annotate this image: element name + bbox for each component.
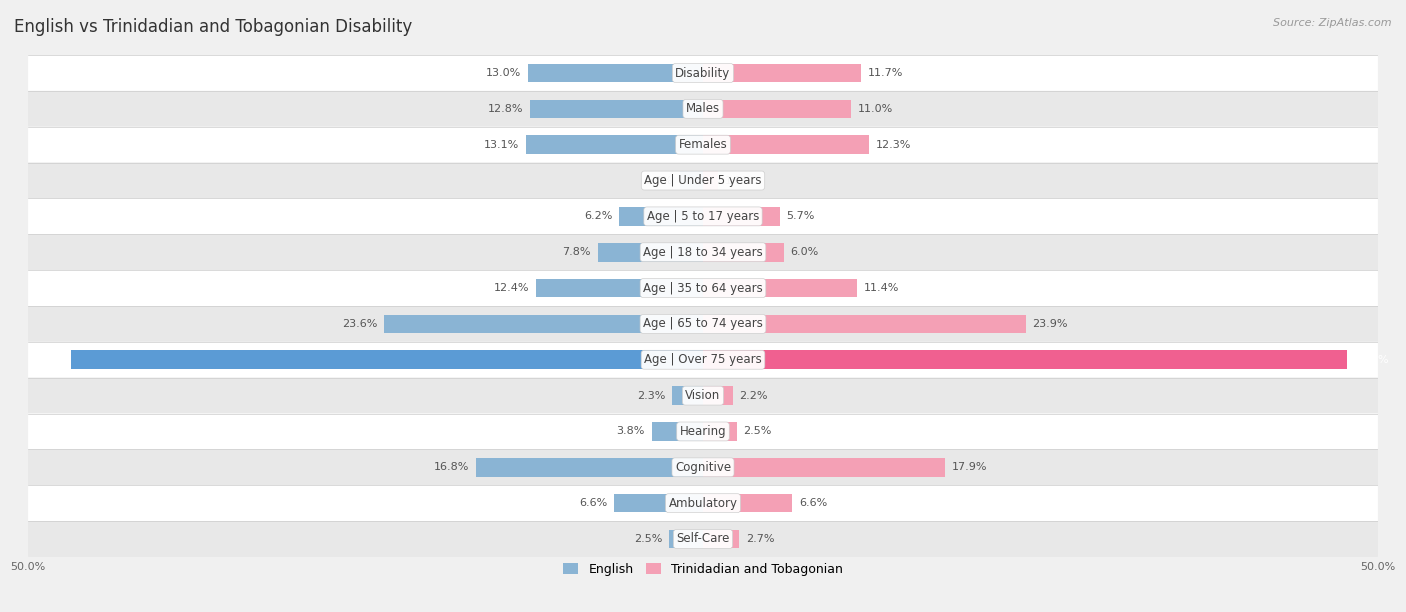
Text: 12.3%: 12.3% bbox=[876, 140, 911, 150]
Text: 2.3%: 2.3% bbox=[637, 390, 665, 401]
Text: 23.9%: 23.9% bbox=[1032, 319, 1067, 329]
FancyBboxPatch shape bbox=[28, 127, 1378, 163]
FancyBboxPatch shape bbox=[28, 91, 1378, 127]
Text: Age | 5 to 17 years: Age | 5 to 17 years bbox=[647, 210, 759, 223]
Bar bbox=[672, 386, 703, 405]
Bar bbox=[703, 207, 780, 226]
Bar bbox=[614, 494, 703, 512]
Bar bbox=[669, 529, 703, 548]
Text: 11.4%: 11.4% bbox=[863, 283, 898, 293]
Text: Age | Over 75 years: Age | Over 75 years bbox=[644, 353, 762, 366]
Text: 1.7%: 1.7% bbox=[645, 176, 673, 185]
FancyBboxPatch shape bbox=[28, 342, 1378, 378]
Text: 6.6%: 6.6% bbox=[579, 498, 607, 508]
Bar bbox=[384, 315, 703, 334]
FancyBboxPatch shape bbox=[28, 234, 1378, 270]
FancyBboxPatch shape bbox=[28, 163, 1378, 198]
Text: 17.9%: 17.9% bbox=[952, 462, 987, 472]
Text: Cognitive: Cognitive bbox=[675, 461, 731, 474]
Bar bbox=[619, 207, 703, 226]
Text: 2.5%: 2.5% bbox=[634, 534, 662, 544]
Text: 12.8%: 12.8% bbox=[488, 104, 523, 114]
Bar bbox=[652, 422, 703, 441]
Text: 6.6%: 6.6% bbox=[799, 498, 827, 508]
Text: Age | 35 to 64 years: Age | 35 to 64 years bbox=[643, 282, 763, 294]
Text: Self-Care: Self-Care bbox=[676, 532, 730, 545]
Bar bbox=[703, 458, 945, 477]
Text: Disability: Disability bbox=[675, 67, 731, 80]
Text: 2.2%: 2.2% bbox=[740, 390, 768, 401]
Text: Age | 18 to 34 years: Age | 18 to 34 years bbox=[643, 246, 763, 259]
Bar bbox=[703, 278, 856, 297]
Text: Age | 65 to 74 years: Age | 65 to 74 years bbox=[643, 318, 763, 330]
FancyBboxPatch shape bbox=[28, 270, 1378, 306]
Text: 23.6%: 23.6% bbox=[342, 319, 378, 329]
Text: 46.8%: 46.8% bbox=[30, 355, 65, 365]
Bar bbox=[681, 171, 703, 190]
Bar bbox=[703, 171, 718, 190]
Text: Age | Under 5 years: Age | Under 5 years bbox=[644, 174, 762, 187]
FancyBboxPatch shape bbox=[28, 449, 1378, 485]
Bar bbox=[703, 422, 737, 441]
Text: Ambulatory: Ambulatory bbox=[668, 497, 738, 510]
Bar bbox=[703, 100, 852, 118]
Text: 16.8%: 16.8% bbox=[434, 462, 470, 472]
Legend: English, Trinidadian and Tobagonian: English, Trinidadian and Tobagonian bbox=[558, 558, 848, 581]
Bar bbox=[703, 135, 869, 154]
Text: 1.1%: 1.1% bbox=[724, 176, 752, 185]
Bar bbox=[536, 278, 703, 297]
FancyBboxPatch shape bbox=[28, 521, 1378, 557]
Bar bbox=[703, 529, 740, 548]
Bar bbox=[703, 315, 1025, 334]
Text: Hearing: Hearing bbox=[679, 425, 727, 438]
Text: 11.0%: 11.0% bbox=[858, 104, 893, 114]
Text: 3.8%: 3.8% bbox=[617, 427, 645, 436]
FancyBboxPatch shape bbox=[28, 378, 1378, 414]
Text: Vision: Vision bbox=[685, 389, 721, 402]
Bar bbox=[703, 386, 733, 405]
Bar bbox=[477, 458, 703, 477]
Text: English vs Trinidadian and Tobagonian Disability: English vs Trinidadian and Tobagonian Di… bbox=[14, 18, 412, 36]
Text: Males: Males bbox=[686, 102, 720, 115]
Bar bbox=[527, 64, 703, 83]
Bar bbox=[598, 243, 703, 261]
Bar bbox=[703, 351, 1347, 369]
Text: 7.8%: 7.8% bbox=[562, 247, 591, 257]
Text: 2.5%: 2.5% bbox=[744, 427, 772, 436]
Text: 2.7%: 2.7% bbox=[747, 534, 775, 544]
Text: 6.0%: 6.0% bbox=[790, 247, 818, 257]
Text: 5.7%: 5.7% bbox=[787, 211, 815, 222]
Text: Females: Females bbox=[679, 138, 727, 151]
Text: 11.7%: 11.7% bbox=[868, 68, 903, 78]
Text: 6.2%: 6.2% bbox=[583, 211, 613, 222]
FancyBboxPatch shape bbox=[28, 485, 1378, 521]
FancyBboxPatch shape bbox=[28, 55, 1378, 91]
Bar bbox=[703, 64, 860, 83]
FancyBboxPatch shape bbox=[28, 414, 1378, 449]
Text: 12.4%: 12.4% bbox=[494, 283, 529, 293]
Text: 47.7%: 47.7% bbox=[1354, 355, 1389, 365]
Bar bbox=[703, 243, 785, 261]
FancyBboxPatch shape bbox=[28, 306, 1378, 342]
FancyBboxPatch shape bbox=[28, 198, 1378, 234]
Bar bbox=[530, 100, 703, 118]
Bar bbox=[72, 351, 703, 369]
Bar bbox=[526, 135, 703, 154]
Text: 13.1%: 13.1% bbox=[484, 140, 519, 150]
Text: 13.0%: 13.0% bbox=[485, 68, 520, 78]
Bar bbox=[703, 494, 792, 512]
Text: Source: ZipAtlas.com: Source: ZipAtlas.com bbox=[1274, 18, 1392, 28]
